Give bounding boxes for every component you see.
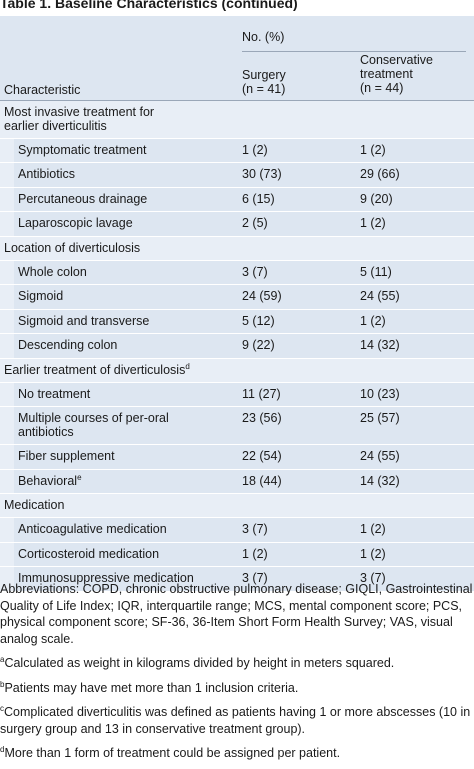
table-header: No. (%) Surgery (n = 41) Conservative tr…	[0, 16, 474, 101]
row-label: Antibiotics	[18, 167, 75, 182]
cell-conservative: 14 (32)	[360, 338, 400, 353]
cell-surgery: 5 (12)	[242, 313, 275, 328]
cell-conservative: 3 (7)	[360, 571, 386, 586]
row-label: No treatment	[18, 386, 91, 401]
table-row: Descending colon 9 (22) 14 (32)	[0, 334, 474, 359]
cell-conservative: 24 (55)	[360, 449, 400, 464]
cell-conservative: 9 (20)	[360, 191, 393, 206]
row-shading	[14, 139, 474, 163]
cell-conservative: 5 (11)	[360, 264, 392, 279]
row-label: Sigmoid	[18, 289, 64, 304]
row-shading	[14, 382, 474, 407]
row-shading	[14, 542, 474, 567]
cell-surgery: 1 (2)	[242, 143, 268, 157]
table-row: Whole colon 3 (7) 5 (11)	[0, 260, 474, 286]
cell-surgery: 23 (56)	[242, 411, 282, 426]
table-row: Symptomatic treatment 1 (2) 1 (2)	[0, 139, 474, 164]
cell-conservative: 1 (2)	[360, 522, 386, 537]
row-label: Corticosteroid medication	[18, 546, 160, 561]
cell-surgery: 30 (73)	[242, 167, 282, 182]
column-header-surgery: Surgery (n = 41)	[242, 68, 286, 96]
cell-conservative: 1 (2)	[360, 313, 386, 328]
table-row: Sigmoid 24 (59) 24 (55)	[0, 285, 474, 310]
cell-conservative: 1 (2)	[360, 143, 386, 157]
row-label: Earlier treatment of diverticulosisd	[4, 361, 190, 377]
cell-surgery: 18 (44)	[242, 473, 282, 488]
group-header-rule	[242, 51, 466, 52]
row-label: Fiber supplement	[18, 449, 115, 464]
table-row: Anticoagulative medication 3 (7) 1 (2)	[0, 518, 474, 543]
cell-conservative: 24 (55)	[360, 289, 400, 304]
table-row: Immunosuppressive medication 3 (7) 3 (7)	[0, 567, 474, 592]
baseline-table: No. (%) Surgery (n = 41) Conservative tr…	[0, 16, 474, 592]
row-label: Anticoagulative medication	[18, 522, 167, 537]
section-row: Medication	[0, 494, 474, 519]
row-shading	[14, 518, 474, 542]
row-label: Medication	[4, 498, 65, 513]
row-label: Laparoscopic lavage	[18, 216, 133, 231]
table-row: No treatment 11 (27) 10 (23)	[0, 382, 474, 408]
row-shading	[14, 212, 474, 236]
cell-surgery: 24 (59)	[242, 289, 282, 304]
table-row: Antibiotics 30 (73) 29 (66)	[0, 163, 474, 188]
row-shading	[14, 334, 474, 358]
row-label: Immunosuppressive medication	[18, 571, 194, 586]
cell-conservative: 1 (2)	[360, 216, 386, 231]
column-header-characteristic: Characteristic	[4, 83, 81, 97]
footnotes: Abbreviations: COPD, chronic obstructive…	[0, 581, 474, 762]
row-shading	[14, 567, 474, 591]
section-row: Earlier treatment of diverticulosisd	[0, 358, 474, 383]
table-row: Sigmoid and transverse 5 (12) 1 (2)	[0, 309, 474, 335]
row-label: Behaviorale	[18, 472, 82, 488]
footnote-d: dMore than 1 form of treatment could be …	[0, 744, 341, 760]
footnote-b: bPatients may have met more than 1 inclu…	[0, 679, 299, 695]
cell-conservative: 29 (66)	[360, 167, 400, 182]
cell-surgery: 11 (27)	[242, 386, 281, 401]
row-label: Most invasive treatment for earlier diver…	[4, 105, 155, 133]
cell-surgery: 3 (7)	[242, 571, 268, 586]
row-label: Location of diverticulosis	[4, 240, 141, 255]
row-shading	[14, 469, 474, 494]
row-label: Descending colon	[18, 338, 118, 353]
row-shading	[14, 309, 474, 334]
cell-conservative: 10 (23)	[360, 386, 400, 401]
section-row: Most invasive treatment for earlier diver…	[0, 101, 474, 139]
cell-surgery: 9 (22)	[242, 338, 275, 353]
row-shading	[14, 187, 474, 212]
footnote-a: aCalculated as weight in kilograms divid…	[0, 654, 395, 670]
footnote-abbreviations: Abbreviations: COPD, chronic obstructive…	[0, 582, 473, 646]
cell-surgery: 3 (7)	[242, 522, 268, 537]
table-title: Table 1. Baseline Characteristics (conti…	[0, 0, 298, 11]
column-header-conservative: Conservative treatment (n = 44)	[360, 53, 433, 95]
table-row: Behaviorale 18 (44) 14 (32)	[0, 469, 474, 495]
table-row: Corticosteroid medication 1 (2) 1 (2)	[0, 542, 474, 568]
row-label: Whole colon	[18, 264, 87, 279]
row-shading	[14, 285, 474, 309]
row-label: Sigmoid and transverse	[18, 313, 150, 328]
group-header: No. (%)	[242, 30, 285, 44]
cell-conservative: 1 (2)	[360, 546, 386, 561]
table-row: Laparoscopic lavage 2 (5) 1 (2)	[0, 212, 474, 237]
cell-surgery: 22 (54)	[242, 449, 282, 464]
row-label: Symptomatic treatment	[18, 143, 147, 157]
table-row: Percutaneous drainage 6 (15) 9 (20)	[0, 187, 474, 213]
cell-surgery: 3 (7)	[242, 264, 268, 279]
cell-conservative: 14 (32)	[360, 473, 400, 488]
row-label: Percutaneous drainage	[18, 191, 148, 206]
cell-surgery: 2 (5)	[242, 216, 268, 231]
table-body: Most invasive treatment for earlier diver…	[0, 101, 474, 592]
section-row: Location of diverticulosis	[0, 236, 474, 261]
table-row: Fiber supplement 22 (54) 24 (55)	[0, 445, 474, 470]
cell-surgery: 1 (2)	[242, 546, 268, 561]
footnote-c: cComplicated diverticulitis was defined …	[0, 703, 471, 736]
row-shading	[14, 445, 474, 469]
cell-surgery: 6 (15)	[242, 191, 275, 206]
row-shading	[14, 260, 474, 285]
cell-conservative: 25 (57)	[360, 411, 400, 426]
row-shading	[14, 163, 474, 187]
row-shading	[14, 407, 474, 445]
table-row: Multiple courses of per-oral antibiotics 2…	[0, 407, 474, 446]
row-label: Multiple courses of per-oral antibiotics	[18, 411, 169, 440]
